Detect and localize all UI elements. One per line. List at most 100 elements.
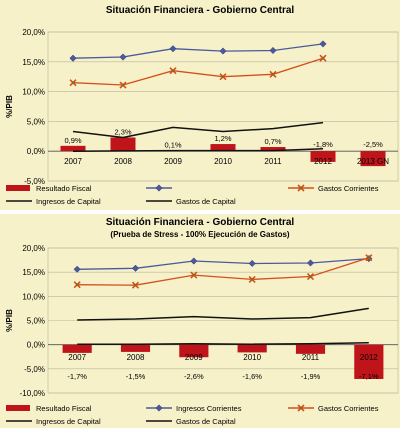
chart-1-legend-label: Resultado Fiscal [36,184,92,193]
chart-2-legend-label: Resultado Fiscal [36,404,92,413]
chart-1-point [269,46,277,55]
chart-2-subtitle: (Prueba de Stress - 100% Ejecución de Ga… [110,230,290,239]
chart-2-x-tick-label: 2012 [360,353,378,362]
chart-1-legend-marker [297,184,305,192]
chart-1-y-axis-label: %/PIB [5,95,14,118]
chart-1-point [69,54,77,62]
chart-1-data-label: -1,8% [313,140,333,149]
chart-2-legend-label: Ingresos de Capital [36,417,101,426]
chart-1-plot: -5,0% 0,0% 5,0% 10,0% 15,0% 20,0% %/PIB 2007 200… [5,28,399,206]
chart-panel-1: Situación Financiera - Gobierno Central … [0,0,400,210]
chart-1-point [169,45,177,53]
chart-1-data-label: -2,5% [363,140,383,149]
chart-1-x-tick-label: 2008 [114,157,132,166]
chart-1-point [169,67,177,75]
chart-1-title: Situación Financiera - Gobierno Central [105,5,295,16]
chart-1-legend-swatch [6,185,30,191]
chart-2-y-tick-label: 0,0% [27,341,45,350]
chart-1-y-tick-label: -5,0% [24,177,45,186]
chart-1-legend-label: Gastos Corrientes [318,184,379,193]
chart-2-data-label: -1,7% [67,372,87,381]
chart-2-bar [62,344,92,353]
chart-1-series-line [72,43,324,59]
chart-2-legend-label: Ingresos Corrientes [176,404,242,413]
chart-1-bar [260,147,286,152]
chart-2-y-axis-label: %/PIB [5,309,14,332]
chart-2-x-tick-label: 2009 [185,353,203,362]
chart-1-bar [360,151,386,167]
chart-1-data-label: 0,1% [164,141,181,150]
chart-2-legend-label: Gastos de Capital [176,417,236,426]
chart-2-point [306,259,315,267]
chart-1-bar [110,137,136,152]
chart-2-legend-marker [155,404,163,412]
chart-2-series-line [77,341,369,345]
chart-2-point [190,257,198,265]
chart-1-y-tick-label: 10,0% [22,88,45,97]
chart-1-point [319,54,327,62]
chart-1-bar [310,151,336,162]
chart-2-point [131,281,140,289]
chart-1-y-tick-label: 0,0% [27,147,45,156]
chart-2-legend-marker [297,404,305,412]
chart-2-data-label: -2,6% [184,372,204,381]
chart-2-point [365,254,373,262]
chart-1-x-tick-label: 2012 [314,157,332,166]
chart-1-data-label: 2,3% [114,127,131,136]
chart-2-y-tick-label: 15,0% [22,268,45,277]
chart-1-x-tick-label: 2009 [164,157,182,166]
chart-1-legend-label: Gastos de Capital [176,197,236,206]
chart-2-data-label: -1,5% [126,372,146,381]
chart-1-series-line [72,148,324,152]
chart-1-x-tick-label: 2013 GN [357,157,389,166]
chart-2-point [306,272,315,281]
chart-2-point [190,271,198,279]
chart-1-data-label: 0,7% [264,137,281,146]
chart-1-point [319,40,327,48]
chart-2-point [131,264,140,272]
chart-1-point [269,70,277,78]
chart-2-bar [295,344,326,354]
chart-2-point [248,259,256,268]
chart-1-point [119,81,127,89]
chart-2-point [248,275,256,283]
chart-2-bar [354,344,384,379]
chart-1-y-tick-label: 5,0% [27,117,45,126]
chart-2-legend-swatch [6,405,30,411]
chart-2-y-tick-label: -5,0% [24,365,45,374]
chart-2-y-tick-label: 10,0% [22,292,45,301]
chart-2-x-tick-label: 2011 [302,353,320,362]
chart-2-bar [120,344,151,352]
chart-1-data-label: 0,9% [64,136,81,145]
chart-1-bar [60,145,86,152]
chart-2-plot: -10,0% -5,0% 0,0% 5,0% 10,0% 15,0% 20,0% %/PIB 2… [5,244,399,426]
chart-1-legend-label: Ingresos de Capital [36,197,101,206]
chart-1-x-tick-label: 2011 [264,157,282,166]
chart-1-data-label: 1,2% [214,134,231,143]
chart-1-point [219,73,227,81]
chart-1-point [219,47,227,55]
chart-2-bar [179,344,209,358]
chart-2-y-tick-label: 5,0% [27,317,45,326]
chart-2-legend-label: Gastos Corrientes [318,404,379,413]
chart-1-x-tick-label: 2010 [214,157,232,166]
chart-1-series-line [72,57,324,86]
chart-2-series-line [77,257,369,286]
chart-2-series-line [77,307,369,321]
chart-2-x-tick-label: 2008 [127,353,145,362]
chart-2-x-tick-label: 2007 [68,353,86,362]
chart-2-point [73,281,81,289]
chart-2-series-line [77,257,369,270]
chart-1-series-line [72,121,324,139]
chart-2-point [73,265,81,273]
chart-1-point [119,53,127,61]
chart-2-bar [237,344,267,353]
chart-1-y-tick-label: 20,0% [22,28,45,37]
chart-2-y-tick-label: 20,0% [22,244,45,253]
chart-2-y-tick-label: -10,0% [20,389,45,398]
chart-1-point [69,79,77,87]
chart-1-legend-marker [155,184,163,192]
chart-panel-2: Situación Financiera - Gobierno Central … [0,214,400,428]
chart-2-x-tick-label: 2010 [243,353,261,362]
chart-2-data-label: -7,1% [359,372,379,381]
